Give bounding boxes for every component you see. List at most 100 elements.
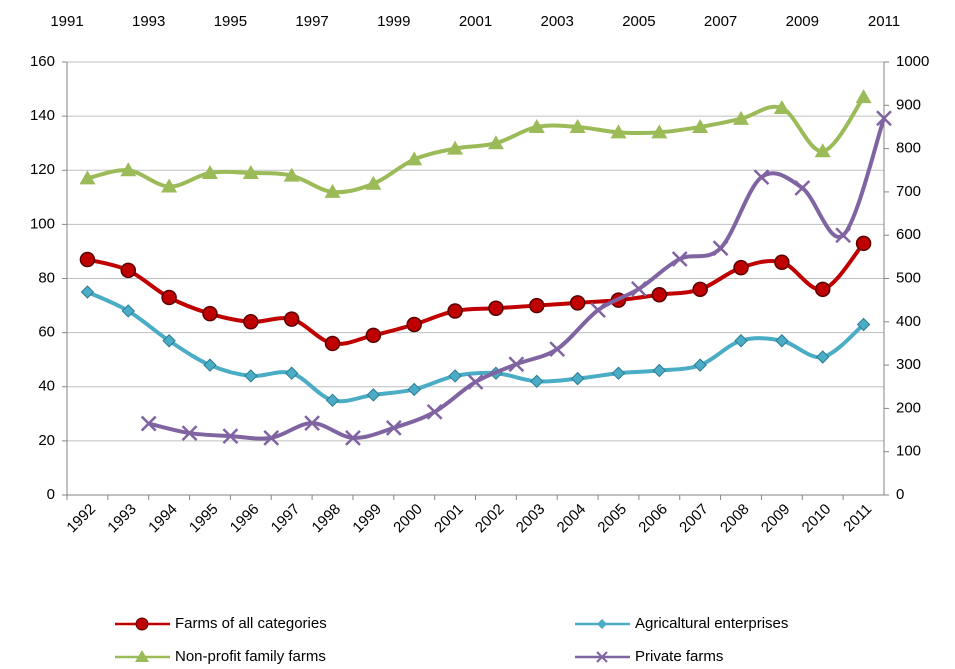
marker bbox=[324, 183, 341, 198]
marker bbox=[365, 327, 382, 344]
marker bbox=[201, 164, 218, 179]
y2-tick-label: 100 bbox=[896, 443, 921, 460]
x2-tick-label: 1991 bbox=[50, 13, 83, 30]
marker bbox=[325, 393, 340, 407]
legend-label: Private farms bbox=[635, 648, 723, 665]
marker bbox=[855, 235, 872, 252]
marker bbox=[243, 314, 259, 330]
marker bbox=[385, 420, 402, 436]
marker bbox=[651, 286, 668, 303]
marker bbox=[202, 305, 218, 322]
series bbox=[140, 110, 892, 446]
marker bbox=[365, 175, 382, 190]
marker bbox=[569, 118, 586, 133]
y-tick-label: 120 bbox=[30, 161, 55, 178]
x-tick-label: 1993 bbox=[104, 501, 140, 537]
marker bbox=[345, 429, 361, 446]
x-tick-label: 1994 bbox=[145, 501, 181, 537]
x2-tick-label: 1993 bbox=[132, 13, 165, 30]
legend-marker bbox=[597, 619, 607, 629]
marker bbox=[814, 143, 831, 158]
x-tick-label: 2008 bbox=[717, 501, 753, 537]
y2-tick-label: 0 bbox=[896, 486, 904, 503]
legend-item: Non-profit family farms bbox=[115, 648, 326, 665]
marker bbox=[121, 304, 135, 318]
x-tick-label: 2003 bbox=[513, 501, 549, 537]
y2-tick-label: 700 bbox=[896, 183, 921, 200]
marker bbox=[120, 262, 137, 279]
marker bbox=[590, 302, 606, 318]
y2-tick-label: 900 bbox=[896, 96, 921, 113]
marker bbox=[734, 334, 748, 348]
x-tick-label: 2006 bbox=[635, 501, 671, 537]
marker bbox=[283, 167, 300, 182]
x2-tick-label: 1995 bbox=[214, 13, 247, 30]
marker bbox=[222, 428, 239, 444]
marker bbox=[244, 369, 258, 383]
y-tick-label: 20 bbox=[38, 432, 55, 449]
x-tick-label: 2000 bbox=[390, 501, 426, 537]
marker bbox=[773, 100, 790, 115]
y2-tick-label: 200 bbox=[896, 399, 921, 416]
marker bbox=[283, 311, 300, 327]
x2-tick-label: 2011 bbox=[868, 13, 900, 30]
x-tick-label: 1996 bbox=[227, 501, 263, 537]
marker bbox=[140, 415, 157, 432]
series bbox=[79, 235, 872, 352]
marker bbox=[530, 374, 544, 389]
marker bbox=[611, 366, 626, 380]
x-tick-label: 1995 bbox=[186, 501, 222, 537]
marker bbox=[733, 110, 750, 125]
marker bbox=[263, 429, 280, 446]
x-tick-label: 2002 bbox=[472, 501, 508, 537]
marker bbox=[631, 281, 647, 297]
marker bbox=[753, 169, 770, 186]
marker bbox=[816, 350, 830, 364]
marker bbox=[284, 366, 299, 380]
marker bbox=[835, 227, 852, 244]
y2-tick-label: 400 bbox=[896, 313, 921, 330]
marker bbox=[610, 124, 627, 139]
marker bbox=[161, 289, 177, 306]
marker bbox=[181, 425, 198, 441]
marker bbox=[203, 358, 217, 372]
legend-symbol bbox=[597, 619, 607, 629]
marker bbox=[775, 334, 789, 348]
marker bbox=[426, 403, 443, 420]
y2-tick-label: 300 bbox=[896, 356, 921, 373]
x-tick-label: 1999 bbox=[349, 501, 385, 537]
series bbox=[80, 285, 871, 407]
y-tick-label: 60 bbox=[38, 324, 55, 341]
line bbox=[86, 241, 866, 347]
y-tick-label: 100 bbox=[30, 215, 55, 232]
marker bbox=[366, 388, 381, 402]
marker bbox=[406, 151, 423, 166]
marker bbox=[529, 297, 545, 314]
marker bbox=[651, 124, 668, 139]
series bbox=[79, 89, 872, 198]
marker bbox=[79, 170, 96, 185]
y2-tick-label: 600 bbox=[896, 226, 921, 243]
y-tick-label: 160 bbox=[30, 53, 55, 70]
x2-tick-label: 1997 bbox=[295, 13, 328, 30]
marker bbox=[528, 118, 545, 133]
marker bbox=[448, 369, 462, 383]
marker bbox=[774, 254, 790, 271]
legend-item: Farms of all categories bbox=[115, 615, 327, 632]
marker bbox=[814, 281, 831, 298]
marker bbox=[692, 118, 709, 133]
marker bbox=[569, 295, 586, 311]
y-tick-label: 80 bbox=[38, 269, 55, 286]
marker bbox=[549, 341, 566, 357]
x2-tick-label: 2001 bbox=[459, 13, 492, 30]
marker bbox=[693, 358, 707, 372]
x-tick-label: 2010 bbox=[799, 501, 835, 537]
marker bbox=[447, 303, 463, 319]
y2-tick-label: 500 bbox=[896, 269, 921, 286]
y-tick-label: 40 bbox=[38, 378, 55, 395]
marker bbox=[242, 164, 259, 179]
x2-tick-label: 2007 bbox=[704, 13, 737, 30]
marker bbox=[487, 135, 504, 150]
x-tick-label: 1998 bbox=[309, 501, 345, 537]
legend-symbol bbox=[135, 650, 149, 662]
